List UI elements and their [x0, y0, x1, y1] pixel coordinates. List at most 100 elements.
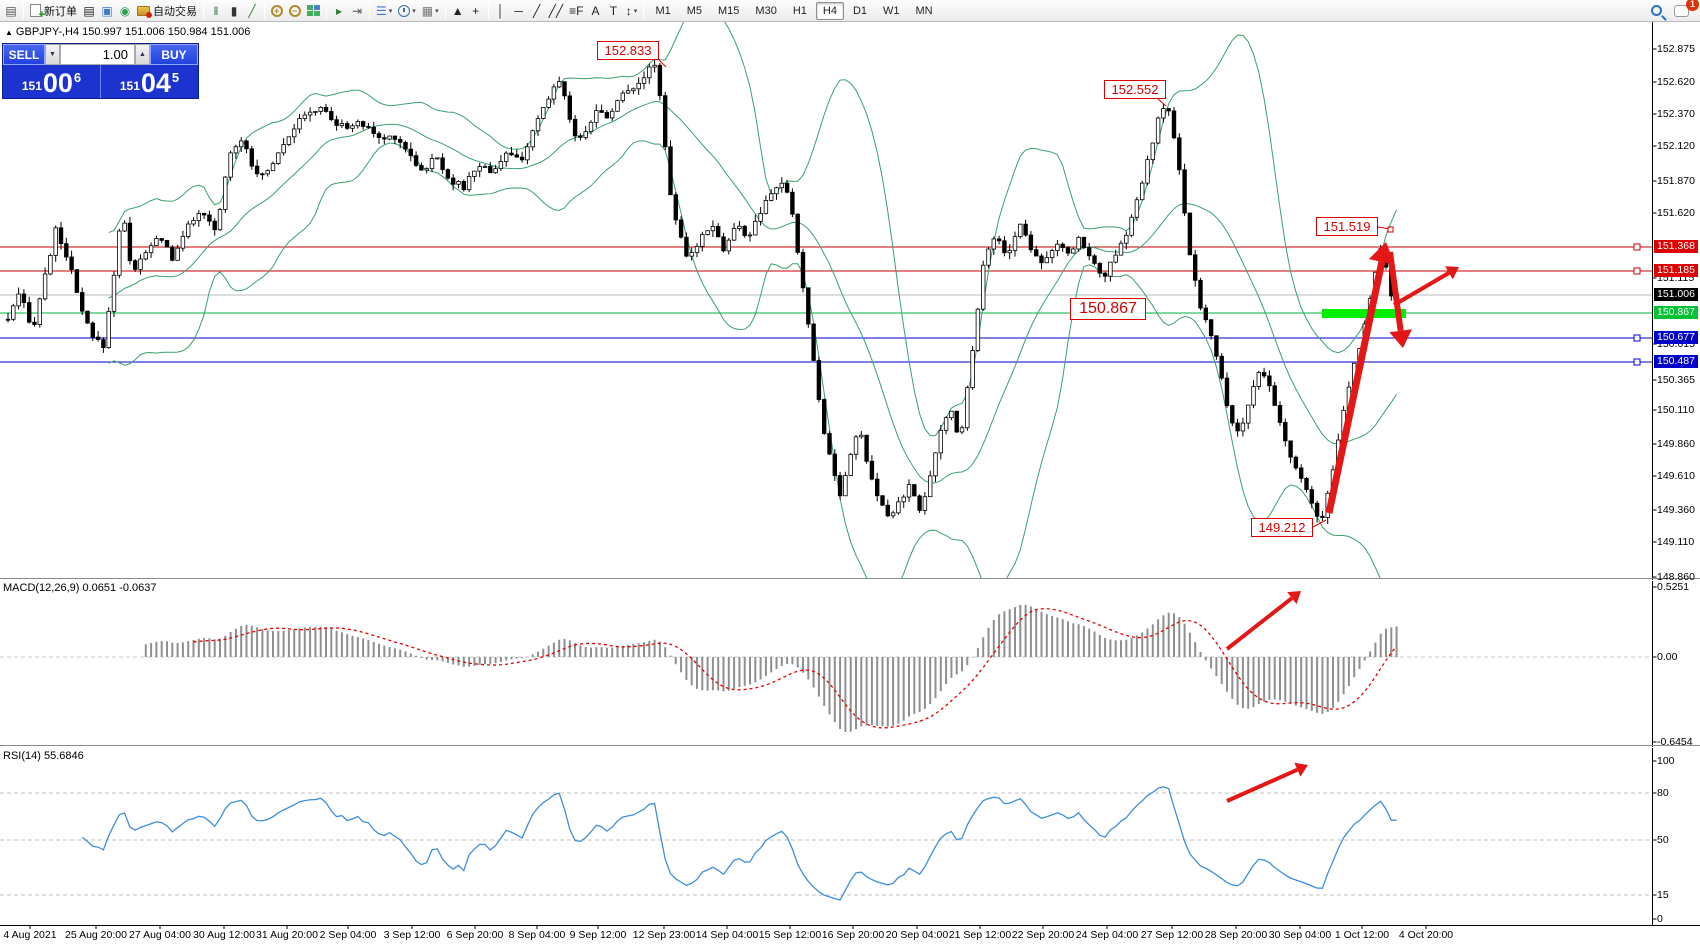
rsi-tick: 0	[1657, 913, 1663, 925]
price-tag-151.185: 151.185	[1654, 264, 1698, 277]
price-tick: 148.860	[1657, 571, 1695, 583]
toolbar-separator	[369, 2, 370, 19]
rsi-tick: 100	[1657, 755, 1675, 767]
date-tick: 27 Aug 04:00	[129, 929, 191, 941]
fibonacci-icon[interactable]: ≡F	[569, 3, 584, 18]
sell-price[interactable]: 151 00 6	[3, 65, 100, 98]
price-annotation-150.867[interactable]: 150.867	[1070, 298, 1146, 320]
breakout-arrow[interactable]	[1392, 266, 1459, 307]
date-tick: 9 Sep 12:00	[569, 929, 627, 941]
toolbar-separator	[264, 2, 265, 19]
toolbar-icons: ▤新订单▤▣◉自动交易‖▮╱+−▸⇥☰▾▾▦▾▲+│─╱╱╱≡FAT↕▾	[2, 2, 647, 21]
timeframe-m1[interactable]: M1	[655, 4, 671, 17]
tile-windows-icon[interactable]	[304, 2, 323, 20]
buy-price-pips: 04	[140, 68, 171, 98]
candles-chart-icon[interactable]: ▮	[230, 3, 238, 18]
equidistant-channel-icon[interactable]: ╱╱	[548, 3, 564, 18]
arrows-icon[interactable]: ↕ ▾	[625, 3, 638, 18]
timeframe-d1[interactable]: D1	[852, 4, 868, 17]
date-tick: 15 Sep 12:00	[758, 929, 822, 941]
date-tick: 2 Sep 04:00	[319, 929, 377, 941]
date-tick: 1 Oct 12:00	[1334, 929, 1390, 941]
terminal-icon[interactable]: ▣	[101, 3, 113, 18]
timeframe-h1[interactable]: H1	[792, 4, 807, 17]
templates-icon[interactable]: ▦ ▾	[421, 3, 439, 18]
horizontal-line-icon[interactable]: ─	[514, 3, 523, 18]
timeframe-h4[interactable]: H4	[815, 1, 844, 20]
macd-histogram	[144, 604, 1398, 732]
date-tick: 22 Sep 20:00	[1011, 929, 1075, 941]
price-tick: 150.110	[1657, 404, 1695, 416]
timeframe-m30[interactable]: M30	[755, 4, 777, 17]
toolbar-separator	[487, 2, 489, 19]
periods-icon[interactable]: ▾	[395, 2, 419, 20]
text-label-icon[interactable]: T	[609, 3, 618, 18]
price-tag-151.006: 151.006	[1654, 288, 1698, 301]
macd-trend-arrow[interactable]	[1225, 591, 1301, 651]
buy-price-figure: 151	[119, 79, 140, 93]
candle-icon: ▲	[5, 28, 13, 37]
rsi-label: RSI(14) 55.6846	[3, 750, 84, 762]
zoom-out-icon[interactable]: −	[286, 2, 304, 20]
rsi-line	[81, 786, 1397, 901]
price-tick: 152.120	[1657, 140, 1695, 152]
signals-icon[interactable]: ◉	[119, 3, 131, 18]
price-tag-150.677: 150.677	[1654, 331, 1698, 344]
pullback-arrow[interactable]	[1387, 251, 1412, 348]
symbol-quote-text: GBPJPY-,H4 150.997 151.006 150.984 151.0…	[15, 26, 251, 38]
sell-button[interactable]: SELL	[3, 44, 45, 65]
candlestick-series[interactable]	[5, 58, 1399, 525]
volume-decrease-button[interactable]: ▼	[45, 44, 60, 65]
price-tick: 149.360	[1657, 504, 1695, 516]
buy-button[interactable]: BUY	[150, 44, 198, 65]
price-annotation-152.552[interactable]: 152.552	[1104, 80, 1166, 99]
price-tag-150.867: 150.867	[1654, 306, 1698, 319]
chart-shift-icon[interactable]: ⇥	[351, 3, 363, 18]
vertical-line-icon[interactable]: │	[496, 3, 505, 18]
volume-input[interactable]: 1.00	[60, 44, 135, 65]
timeframe-mn[interactable]: MN	[915, 4, 933, 17]
price-tick: 151.870	[1657, 175, 1695, 187]
new-order-label: 新订单	[44, 5, 77, 18]
indicators-icon[interactable]: ☰ ▾	[376, 3, 393, 18]
symbol-quote-line: ▲ GBPJPY-,H4 150.997 151.006 150.984 151.…	[5, 26, 250, 38]
new-order-icon[interactable]: 新订单	[27, 2, 80, 21]
cursor-icon[interactable]: ▲	[451, 3, 464, 18]
volume-increase-button[interactable]: ▲	[135, 44, 150, 65]
price-annotation-151.519[interactable]: 151.519	[1316, 217, 1378, 236]
bars-chart-icon[interactable]: ‖	[213, 3, 219, 18]
date-tick: 25 Aug 20:00	[65, 929, 127, 941]
rsi-trend-arrow[interactable]	[1226, 762, 1308, 803]
one-click-trade-panel: SELL ▼ 1.00 ▲ BUY 151 00 6 151 04 5	[2, 43, 199, 99]
sell-price-point: 6	[73, 70, 82, 85]
rsi-tick: 50	[1657, 834, 1669, 846]
notification-badge: 1	[1686, 0, 1699, 11]
chart-cursor-icon[interactable]: ▤	[5, 3, 17, 18]
date-tick: 24 Sep 04:00	[1075, 929, 1139, 941]
rsi-tick: 15	[1657, 889, 1669, 901]
crosshair-icon[interactable]: +	[472, 3, 480, 18]
timeframe-w1[interactable]: W1	[883, 4, 900, 17]
price-tag-151.368: 151.368	[1654, 240, 1698, 253]
price-tick: 152.370	[1657, 108, 1695, 120]
timeframe-m5[interactable]: M5	[686, 4, 703, 17]
trendline-icon[interactable]: ╱	[533, 3, 541, 18]
line-chart-icon[interactable]: ╱	[248, 3, 256, 18]
zoom-in-icon[interactable]: +	[268, 2, 286, 20]
timeframe-m15[interactable]: M15	[718, 4, 740, 17]
price-annotation-152.833[interactable]: 152.833	[597, 41, 659, 60]
auto-scroll-icon[interactable]: ▸	[335, 3, 343, 18]
notifications-icon[interactable]: 1	[1671, 0, 1699, 20]
search-icon[interactable]	[1647, 2, 1665, 20]
price-tick: 152.875	[1657, 43, 1695, 55]
timeframe-switcher: M1 M5 M15 M30 H1 H4 D1 W1 MN	[647, 1, 940, 20]
text-icon[interactable]: A	[591, 3, 600, 18]
buy-price[interactable]: 151 04 5	[100, 65, 198, 98]
support-zone-highlight[interactable]	[1322, 309, 1406, 318]
market-watch-icon[interactable]: ▤	[83, 3, 95, 18]
price-annotation-149.212[interactable]: 149.212	[1251, 518, 1313, 537]
autotrading-icon[interactable]: 自动交易	[134, 2, 200, 20]
toolbar-separator	[326, 2, 327, 19]
